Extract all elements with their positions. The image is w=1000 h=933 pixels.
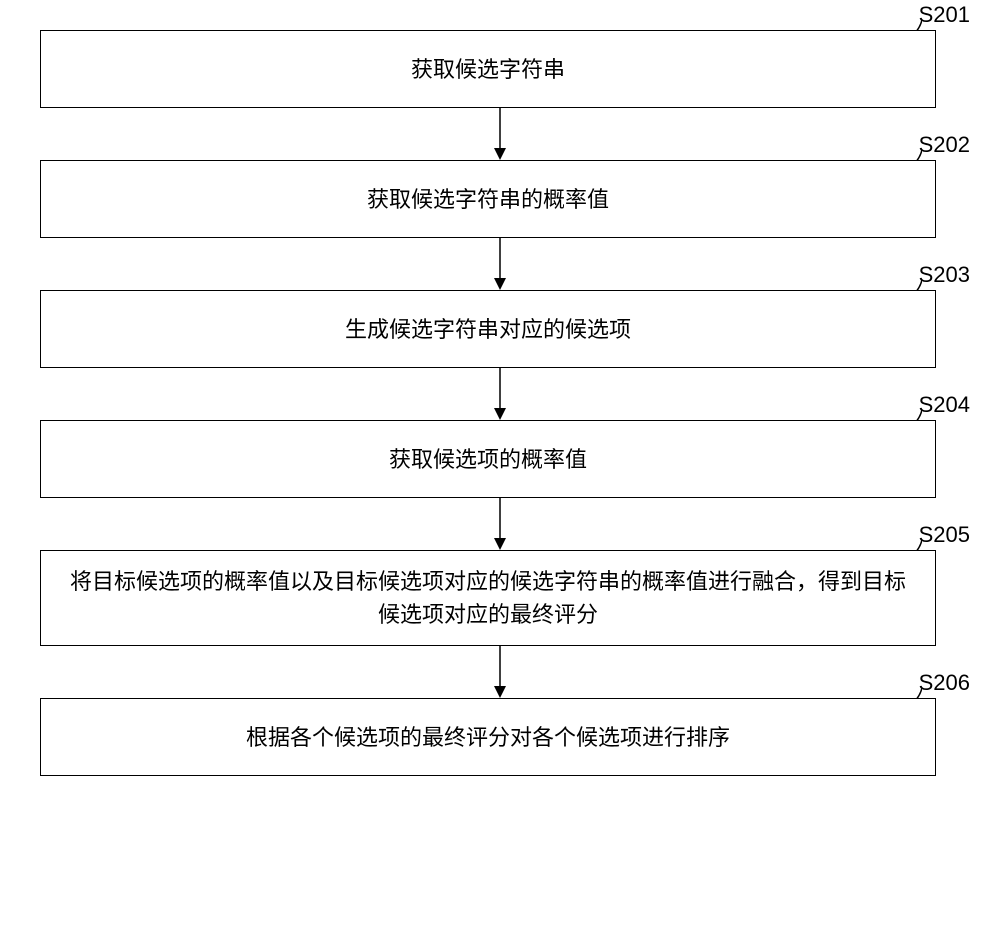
step-box-s205: 将目标候选项的概率值以及目标候选项对应的候选字符串的概率值进行融合，得到目标候选… [40, 550, 936, 646]
flowchart-container: S201 获取候选字符串 S202 获取候选字符串的概率值 S203 生成候选字… [40, 30, 960, 776]
step-box-s206: 根据各个候选项的最终评分对各个候选项进行排序 [40, 698, 936, 776]
step-text: 根据各个候选项的最终评分对各个候选项进行排序 [246, 721, 730, 754]
arrow-icon [40, 646, 960, 698]
step-label: S205 [919, 522, 970, 548]
arrow-icon [40, 368, 960, 420]
step-box-s203: 生成候选字符串对应的候选项 [40, 290, 936, 368]
step-box-s201: 获取候选字符串 [40, 30, 936, 108]
step-group-s203: S203 生成候选字符串对应的候选项 [40, 290, 960, 368]
step-text: 获取候选字符串的概率值 [367, 183, 609, 216]
step-group-s206: S206 根据各个候选项的最终评分对各个候选项进行排序 [40, 698, 960, 776]
step-label: S203 [919, 262, 970, 288]
step-group-s202: S202 获取候选字符串的概率值 [40, 160, 960, 238]
step-text: 生成候选字符串对应的候选项 [345, 313, 631, 346]
step-box-s202: 获取候选字符串的概率值 [40, 160, 936, 238]
step-group-s204: S204 获取候选项的概率值 [40, 420, 960, 498]
arrow-icon [40, 238, 960, 290]
step-text: 将目标候选项的概率值以及目标候选项对应的候选字符串的概率值进行融合，得到目标候选… [61, 565, 915, 631]
step-label: S201 [919, 2, 970, 28]
step-text: 获取候选字符串 [411, 53, 565, 86]
arrow-icon [40, 498, 960, 550]
step-box-s204: 获取候选项的概率值 [40, 420, 936, 498]
step-label: S206 [919, 670, 970, 696]
step-text: 获取候选项的概率值 [389, 443, 587, 476]
step-group-s205: S205 将目标候选项的概率值以及目标候选项对应的候选字符串的概率值进行融合，得… [40, 550, 960, 646]
step-label: S202 [919, 132, 970, 158]
step-label: S204 [919, 392, 970, 418]
arrow-icon [40, 108, 960, 160]
step-group-s201: S201 获取候选字符串 [40, 30, 960, 108]
